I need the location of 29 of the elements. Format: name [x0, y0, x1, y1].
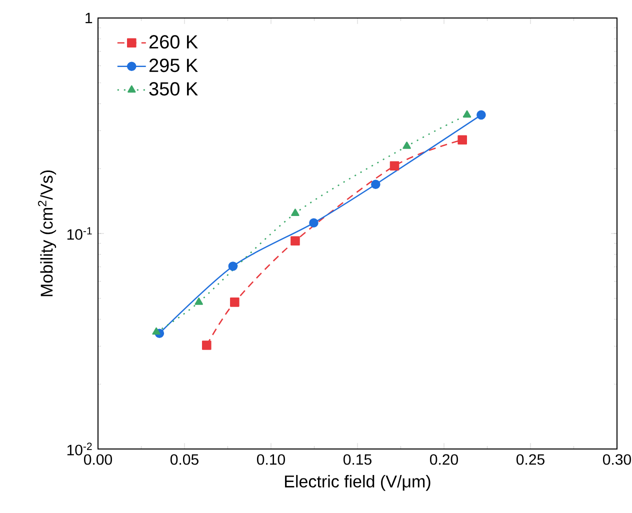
point: [390, 161, 400, 171]
x-tick-label: 0.15: [343, 454, 372, 465]
point: [462, 110, 472, 118]
point: [309, 218, 318, 228]
x-tick-label: 0.05: [170, 454, 198, 465]
point: [458, 135, 467, 144]
x-axis-title: Electric field (V/μm): [285, 475, 430, 491]
x-tick-label: 0.25: [516, 454, 544, 465]
point: [371, 180, 380, 190]
point: [202, 340, 212, 350]
y-axis-title: Mobility (cm$^{2}$/Vs): [38, 170, 56, 296]
y-tick-label: 1: [86, 12, 92, 24]
point: [228, 262, 238, 271]
y-tick-label: 10$^{-2}$: [67, 442, 92, 456]
point: [152, 327, 160, 335]
point: [476, 110, 486, 120]
y-tick-label: 10$^{-1}$: [67, 227, 92, 240]
x-tick-label: 0.30: [602, 454, 631, 465]
x-tick-label: 0.00: [84, 454, 112, 465]
x-tick-label: 0.20: [430, 454, 458, 465]
point: [402, 142, 411, 149]
legend-label: 350 K: [149, 82, 198, 96]
legend-label: 260 K: [149, 35, 198, 49]
point: [290, 236, 300, 246]
x-tick-label: 0.10: [256, 454, 285, 465]
point: [194, 298, 203, 305]
point: [291, 208, 300, 216]
legend-label: 295 K: [149, 58, 198, 72]
point: [230, 298, 240, 307]
